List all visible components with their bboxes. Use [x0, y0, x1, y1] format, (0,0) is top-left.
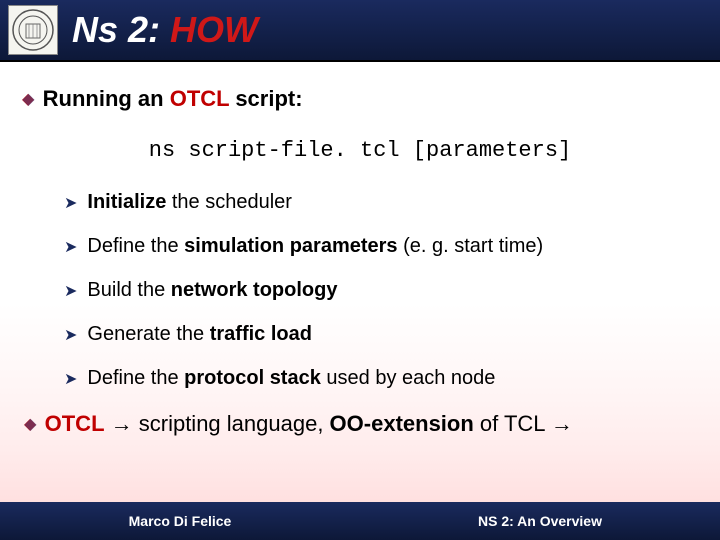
arrow-bullet-icon: ➤: [64, 235, 77, 261]
steps-list: ➤ Initialize the scheduler ➤ Define the …: [22, 191, 698, 393]
footer-author: Marco Di Felice: [0, 513, 360, 529]
step-text: Initialize the scheduler: [87, 191, 292, 214]
code-command: ns script-file. tcl [parameters]: [22, 138, 698, 163]
bottom-arrow: →: [105, 411, 139, 436]
slide-content: ◆◆ Running an OTCL script: ns script-fil…: [0, 62, 720, 502]
list-item: ➤ Build the network topology: [64, 279, 698, 305]
list-item: ➤ Generate the traffic load: [64, 323, 698, 349]
title-prefix: Ns 2:: [72, 9, 170, 50]
step-text: Build the network topology: [87, 279, 337, 302]
intro-line: ◆◆ Running an OTCL script:: [22, 86, 698, 114]
bottom-text: OTCL → scripting language, OO-extension …: [45, 411, 573, 437]
arrow-bullet-icon: ➤: [64, 279, 77, 305]
diamond-bullet-icon: ◆◆: [24, 411, 37, 439]
list-item: ➤ Initialize the scheduler: [64, 191, 698, 217]
intro-text: Running an OTCL script:: [43, 86, 303, 112]
intro-prefix: Running an: [43, 86, 170, 111]
bottom-mid: scripting language,: [139, 411, 330, 436]
list-item: ➤ Define the protocol stack used by each…: [64, 367, 698, 393]
slide-header: Ns 2: HOW: [0, 0, 720, 62]
arrow-bullet-icon: ➤: [64, 323, 77, 349]
intro-suffix: script:: [229, 86, 302, 111]
bottom-line: ◆◆ OTCL → scripting language, OO-extensi…: [22, 411, 698, 439]
list-item: ➤ Define the simulation parameters (e. g…: [64, 235, 698, 261]
arrow-bullet-icon: ➤: [64, 191, 77, 217]
step-text: Define the protocol stack used by each n…: [87, 367, 495, 390]
bottom-otcl: OTCL: [45, 411, 105, 436]
footer-title: NS 2: An Overview: [360, 513, 720, 529]
diamond-bullet-icon: ◆◆: [22, 86, 35, 114]
slide-footer: Marco Di Felice NS 2: An Overview: [0, 502, 720, 540]
university-seal-logo: [8, 5, 58, 55]
intro-red: OTCL: [170, 86, 229, 111]
bottom-end: of TCL →: [474, 411, 573, 436]
step-text: Define the simulation parameters (e. g. …: [87, 235, 543, 258]
slide-title: Ns 2: HOW: [72, 9, 258, 51]
step-text: Generate the traffic load: [87, 323, 312, 346]
arrow-bullet-icon: ➤: [64, 367, 77, 393]
bottom-bold: OO-extension: [330, 411, 474, 436]
seal-icon: [11, 8, 55, 52]
title-highlight: HOW: [170, 9, 258, 50]
